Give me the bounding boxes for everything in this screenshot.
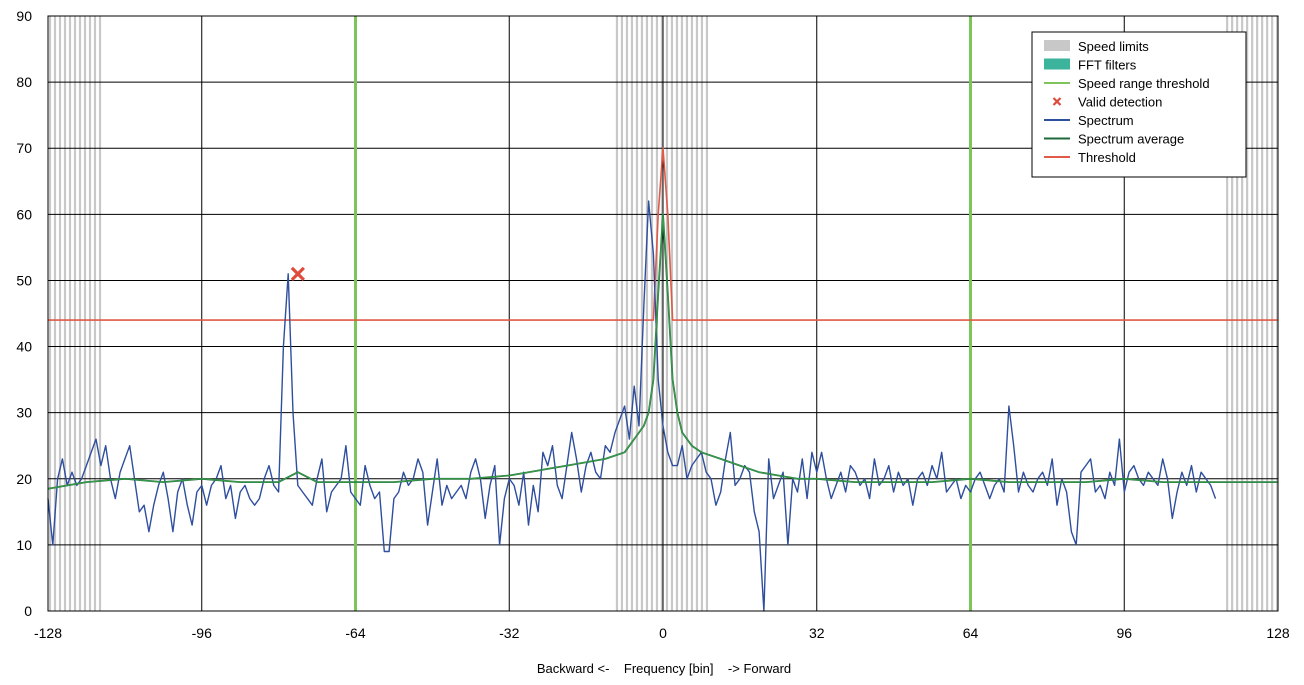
x-tick-label: -96 (192, 625, 212, 641)
legend-label: Valid detection (1078, 95, 1162, 110)
legend-swatch (1044, 58, 1070, 70)
legend-label: Speed limits (1078, 39, 1149, 54)
speed-limit-band (48, 16, 102, 611)
x-tick-label: -64 (345, 625, 365, 641)
axes (47, 15, 1279, 612)
legend-item: Threshold (1044, 150, 1136, 165)
speed-limit-band (1226, 16, 1279, 611)
data-series (47, 147, 1278, 612)
legend-item: Valid detection (1052, 95, 1162, 110)
speed-limit-band (615, 16, 709, 611)
legend-item: Speed range threshold (1044, 76, 1210, 91)
y-tick-label: 70 (16, 140, 32, 156)
legend-swatch (1052, 97, 1062, 106)
legend-item: Spectrum (1044, 113, 1134, 128)
tick-labels: -128 -96 -64 -32 0 32 64 96 128 0 10 20 30 40 50 60 70 80… (16, 8, 1289, 641)
x-tick-label: 96 (1116, 625, 1132, 641)
spectrum-average-highlight (47, 213, 1278, 490)
plot-frame (47, 15, 1279, 612)
x-tick-label: -128 (34, 625, 62, 641)
legend-swatch (1044, 40, 1070, 51)
y-tick-label: 50 (16, 272, 32, 288)
legend-label: Spectrum average (1078, 132, 1184, 147)
y-tick-label: 60 (16, 206, 32, 222)
y-tick-label: 0 (24, 603, 32, 619)
legend-label: Speed range threshold (1078, 76, 1210, 91)
y-tick-label: 10 (16, 537, 32, 553)
threshold-line (48, 147, 1278, 321)
speed-limit-bands (48, 16, 1279, 611)
y-tick-label: 40 (16, 339, 32, 355)
y-tick-label: 20 (16, 471, 32, 487)
y-tick-label: 90 (16, 8, 32, 24)
legend-box (1031, 31, 1247, 178)
x-tick-label: 128 (1266, 625, 1290, 641)
legend-label: FFT filters (1078, 58, 1137, 73)
y-tick-label: 80 (16, 74, 32, 90)
x-tick-label: 64 (963, 625, 979, 641)
legend-item: Spectrum average (1044, 132, 1184, 147)
legend-label: Spectrum (1078, 113, 1134, 128)
y-tick-label: 30 (16, 405, 32, 421)
legend-item: FFT filters (1044, 58, 1137, 73)
legend-item: Speed limits (1044, 39, 1149, 54)
legend-label: Threshold (1078, 150, 1136, 165)
x-axis-label: Backward <- Frequency [bin] -> Forward (537, 661, 791, 676)
legend: Speed limits FFT filters Speed range thres… (1031, 31, 1247, 178)
speed-range-threshold-lines (354, 16, 972, 611)
x-tick-label: 32 (809, 625, 825, 641)
valid-detection-marker (290, 266, 305, 281)
x-tick-label: 0 (659, 625, 667, 641)
x-tick-label: -32 (499, 625, 519, 641)
valid-detection-stroke (290, 266, 305, 281)
